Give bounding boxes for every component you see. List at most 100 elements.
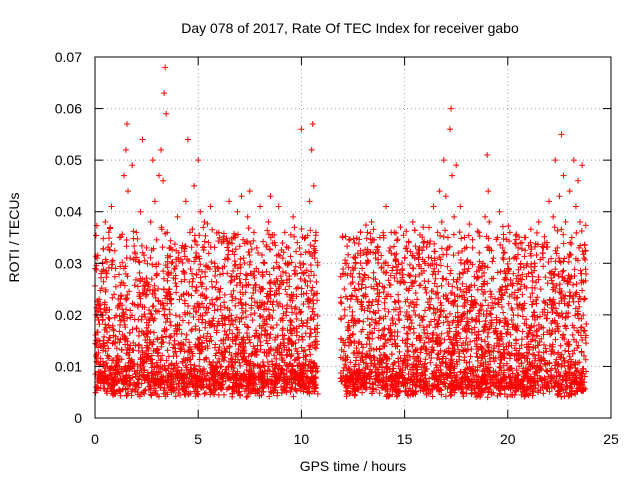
data-point bbox=[561, 336, 568, 343]
data-point bbox=[566, 289, 573, 296]
data-point bbox=[568, 240, 575, 247]
data-point bbox=[191, 258, 198, 265]
data-point bbox=[361, 307, 368, 314]
data-point bbox=[500, 374, 507, 381]
data-point bbox=[369, 388, 376, 395]
data-point bbox=[393, 237, 400, 244]
data-point bbox=[501, 249, 508, 256]
data-point bbox=[556, 193, 563, 200]
data-point bbox=[256, 313, 263, 320]
data-point bbox=[142, 313, 149, 320]
data-point bbox=[444, 295, 451, 302]
data-point bbox=[307, 262, 314, 269]
data-point bbox=[208, 278, 215, 285]
data-point bbox=[463, 390, 470, 397]
data-point bbox=[246, 188, 253, 195]
data-point bbox=[276, 290, 283, 297]
data-point bbox=[313, 279, 320, 286]
data-point bbox=[544, 243, 551, 250]
data-point bbox=[378, 265, 385, 272]
data-point bbox=[164, 270, 171, 277]
data-point bbox=[211, 244, 218, 251]
data-point bbox=[450, 231, 457, 238]
data-point bbox=[249, 317, 256, 324]
data-point bbox=[133, 325, 140, 332]
data-point bbox=[482, 213, 489, 220]
data-point bbox=[284, 351, 291, 358]
data-point bbox=[275, 263, 282, 270]
data-point bbox=[142, 282, 149, 289]
data-point bbox=[404, 248, 411, 255]
data-point bbox=[499, 254, 506, 261]
data-point bbox=[389, 264, 396, 271]
data-point bbox=[517, 260, 524, 267]
data-point bbox=[231, 251, 238, 258]
data-point bbox=[314, 290, 321, 297]
data-point bbox=[161, 312, 168, 319]
data-point bbox=[117, 263, 124, 270]
data-point bbox=[529, 301, 536, 308]
data-point bbox=[107, 224, 114, 231]
data-point bbox=[405, 392, 412, 399]
data-point bbox=[185, 319, 192, 326]
data-point bbox=[305, 272, 312, 279]
data-point bbox=[574, 327, 581, 334]
data-point bbox=[451, 213, 458, 220]
data-point bbox=[463, 335, 470, 342]
data-point bbox=[409, 265, 416, 272]
data-point bbox=[409, 361, 416, 368]
data-point bbox=[396, 348, 403, 355]
data-point bbox=[454, 309, 461, 316]
data-point bbox=[538, 335, 545, 342]
data-point bbox=[503, 380, 510, 387]
data-point bbox=[196, 232, 203, 239]
data-point bbox=[100, 235, 107, 242]
data-point bbox=[116, 328, 123, 335]
data-point bbox=[298, 126, 305, 133]
data-point bbox=[385, 277, 392, 284]
data-point bbox=[131, 249, 138, 256]
data-point bbox=[185, 302, 192, 309]
data-point bbox=[173, 247, 180, 254]
data-point bbox=[221, 357, 228, 364]
data-point bbox=[291, 233, 298, 240]
data-point bbox=[556, 281, 563, 288]
data-point bbox=[237, 261, 244, 268]
data-point bbox=[160, 268, 167, 275]
data-point bbox=[245, 249, 252, 256]
data-point bbox=[516, 233, 523, 240]
data-point bbox=[247, 258, 254, 265]
data-point bbox=[484, 151, 491, 158]
data-point bbox=[436, 340, 443, 347]
data-point bbox=[181, 276, 188, 283]
data-point bbox=[192, 254, 199, 261]
data-point bbox=[368, 239, 375, 246]
data-point bbox=[279, 325, 286, 332]
data-point bbox=[576, 293, 583, 300]
data-point bbox=[209, 226, 216, 233]
data-point bbox=[179, 317, 186, 324]
data-point bbox=[120, 172, 127, 179]
data-point bbox=[134, 235, 141, 242]
data-point bbox=[136, 259, 143, 266]
data-point bbox=[117, 292, 124, 299]
data-point bbox=[425, 304, 432, 311]
data-point bbox=[118, 356, 125, 363]
data-point bbox=[264, 340, 271, 347]
data-point bbox=[558, 363, 565, 370]
data-point bbox=[521, 234, 528, 241]
data-point bbox=[314, 259, 321, 266]
data-point bbox=[93, 232, 100, 239]
data-point bbox=[351, 349, 358, 356]
data-point bbox=[298, 226, 305, 233]
data-point bbox=[421, 372, 428, 379]
data-point bbox=[206, 318, 213, 325]
data-point bbox=[517, 285, 524, 292]
data-point bbox=[310, 272, 317, 279]
data-point bbox=[123, 236, 130, 243]
data-point bbox=[222, 366, 229, 373]
data-point bbox=[362, 222, 369, 229]
data-point bbox=[513, 231, 520, 238]
data-point bbox=[105, 244, 112, 251]
data-point bbox=[99, 259, 106, 266]
